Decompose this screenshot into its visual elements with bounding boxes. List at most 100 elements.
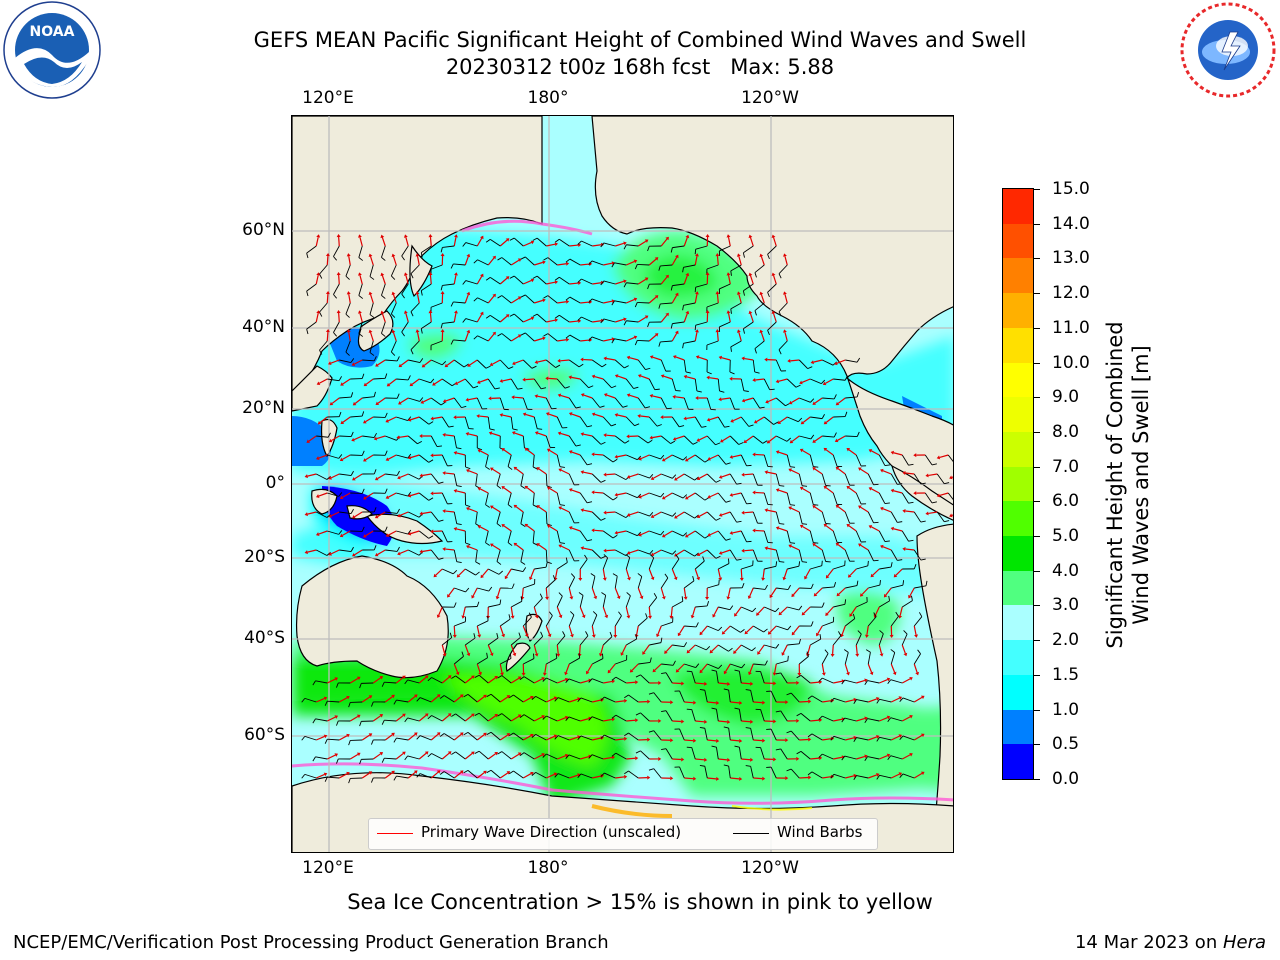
wave-direction-arrowhead xyxy=(815,632,820,637)
wave-direction-arrow xyxy=(905,548,915,551)
wind-barb-flag xyxy=(545,562,548,568)
wave-direction-arrowhead xyxy=(339,495,344,500)
wind-barb xyxy=(672,283,685,287)
wind-barb xyxy=(684,511,695,519)
wind-barb xyxy=(856,775,869,779)
wind-barb-flag xyxy=(679,425,685,428)
wind-barb xyxy=(716,747,719,760)
wind-barb-flag xyxy=(486,693,492,698)
wave-direction-arrow xyxy=(583,547,593,551)
wave-direction-arrowhead xyxy=(455,671,460,676)
wind-barb-flag xyxy=(888,595,891,601)
wind-barb-flag xyxy=(740,628,745,633)
map-legend: Primary Wave Direction (unscaled) Wind B… xyxy=(368,818,878,850)
wave-direction-arrow xyxy=(381,313,386,323)
wind-barb-flag xyxy=(645,367,651,371)
wave-direction-arrow xyxy=(331,435,340,442)
wind-barb xyxy=(501,333,512,342)
wind-barb xyxy=(477,657,488,665)
wind-barb-flag xyxy=(767,254,770,260)
wind-barb-flag xyxy=(361,488,365,494)
wave-direction-arrow xyxy=(342,416,351,423)
wave-direction-arrowhead xyxy=(368,771,373,775)
wave-direction-arrowhead xyxy=(623,698,628,703)
wave-direction-arrowhead xyxy=(762,700,766,705)
wave-direction-arrow xyxy=(732,492,742,496)
wind-barb-flag xyxy=(497,257,503,261)
wave-direction-arrow xyxy=(503,487,512,494)
wave-direction-arrow xyxy=(464,644,469,654)
wave-direction-arrow xyxy=(663,375,673,380)
wave-direction-arrow xyxy=(856,717,866,722)
wave-direction-arrow xyxy=(359,313,363,323)
wind-barb-flag xyxy=(856,391,860,398)
wind-barb-flag xyxy=(358,333,364,337)
wave-direction-arrow xyxy=(580,679,590,684)
wind-barb-flag xyxy=(600,555,606,559)
wind-barb-flag xyxy=(692,441,698,445)
wind-barb-flag xyxy=(637,493,642,498)
wind-barb xyxy=(695,283,708,288)
wind-barb xyxy=(845,435,858,437)
wave-direction-arrow xyxy=(871,526,880,532)
wave-direction-arrow xyxy=(755,378,765,381)
wave-direction-arrow xyxy=(913,734,923,741)
wave-direction-arrow xyxy=(464,294,469,304)
wave-direction-arrow xyxy=(499,663,503,673)
wind-barb xyxy=(672,600,684,608)
wave-direction-arrow xyxy=(833,680,843,684)
wind-barb xyxy=(743,245,754,254)
wave-direction-arrowhead xyxy=(558,468,563,472)
wave-direction-arrowhead xyxy=(715,329,720,333)
wave-direction-arrowhead xyxy=(670,700,674,705)
wind-barb xyxy=(811,771,823,779)
wave-direction-arrowhead xyxy=(358,234,362,238)
wind-barb-flag xyxy=(778,349,782,355)
wind-barb-flag xyxy=(807,366,813,370)
wind-barb xyxy=(523,658,535,665)
wave-direction-arrowhead xyxy=(705,234,710,238)
wind-barb-flag xyxy=(541,387,547,390)
wind-barb xyxy=(626,320,639,323)
wave-direction-arrowhead xyxy=(898,615,903,619)
wave-direction-arrow xyxy=(882,508,892,513)
wave-direction-arrow xyxy=(405,313,409,323)
wave-direction-arrowhead xyxy=(494,751,498,756)
wave-direction-arrowhead xyxy=(696,476,701,481)
wave-direction-arrow xyxy=(594,375,604,380)
wave-direction-arrowhead xyxy=(505,314,510,318)
wave-direction-arrow xyxy=(453,313,457,323)
wave-direction-arrow xyxy=(770,587,777,596)
wave-direction-arrow xyxy=(814,397,823,404)
wind-barb xyxy=(304,697,317,703)
wind-barb xyxy=(770,728,777,741)
wave-direction-arrow xyxy=(534,261,544,266)
wind-barb xyxy=(327,530,339,535)
wave-direction-arrow xyxy=(603,718,613,722)
wind-barb xyxy=(672,492,684,499)
map-canvas xyxy=(292,116,953,852)
wave-direction-arrow xyxy=(571,413,581,418)
wind-barb xyxy=(535,733,547,741)
wave-direction-arrow xyxy=(631,663,639,671)
wind-barb-flag xyxy=(577,240,582,245)
wave-direction-arrow xyxy=(464,256,469,266)
lon-label-top-180: 180° xyxy=(527,88,569,108)
wave-direction-arrowhead xyxy=(626,615,631,619)
wind-barb-flag xyxy=(373,469,377,475)
wave-direction-arrow xyxy=(338,773,348,779)
wave-direction-arrow xyxy=(392,332,397,342)
wave-direction-arrowhead xyxy=(433,573,438,578)
wave-direction-arrowhead xyxy=(644,239,649,243)
wind-barb xyxy=(879,566,892,570)
wind-barb-flag xyxy=(696,390,702,393)
wave-direction-arrowhead xyxy=(328,438,333,443)
wave-direction-arrowhead xyxy=(591,374,596,379)
wind-barb-flag xyxy=(497,333,503,337)
wave-direction-arrow xyxy=(580,263,590,266)
wind-barb xyxy=(717,530,727,541)
wind-barb xyxy=(730,625,741,633)
wind-barb xyxy=(741,565,753,570)
wave-direction-arrowhead xyxy=(690,615,695,619)
wave-direction-arrow xyxy=(441,676,450,684)
